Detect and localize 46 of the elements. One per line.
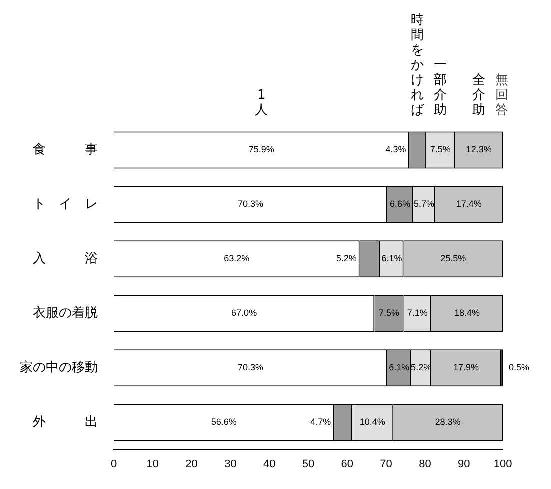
x-tick-label: 80 (419, 458, 432, 470)
y-tick-label: 食 事 (33, 142, 98, 158)
x-tick-label: 40 (263, 458, 276, 470)
data-label: 10.4% (360, 417, 386, 428)
y-tick-label: 入 浴 (33, 252, 98, 267)
data-label: 18.4% (454, 308, 480, 318)
series-label: 全介助 (472, 72, 486, 118)
data-label: 5.2% (336, 254, 357, 264)
x-tick-label: 100 (494, 458, 512, 470)
data-label: 70.3% (238, 362, 264, 373)
data-label: 63.2% (224, 254, 250, 264)
data-label: 70.3% (238, 199, 264, 210)
x-tick-label: 70 (380, 458, 392, 470)
data-label: 56.6% (211, 417, 237, 428)
text: 無回答 (496, 72, 509, 118)
y-tick-label: ト イ レ (33, 197, 98, 212)
series-label: 時間をかければ (411, 12, 426, 118)
x-tick-label: 90 (458, 458, 470, 470)
series-label: 一部介助 (434, 58, 448, 118)
y-tick-label: 外 出 (33, 414, 98, 430)
data-label: 7.5% (430, 144, 451, 155)
data-label: 12.3% (466, 144, 492, 155)
data-label: 6.1% (382, 254, 402, 264)
data-label: 17.4% (456, 199, 482, 210)
x-tick-label: 60 (341, 458, 354, 470)
x-tick-label: 10 (146, 458, 160, 470)
data-label: 6.1% (389, 362, 410, 373)
series-label: 1人 (255, 88, 268, 118)
y-tick-label: 家の中の移動 (20, 359, 98, 376)
data-label: 7.1% (407, 308, 428, 318)
y-tick-label: 衣服の着脱 (33, 305, 98, 322)
data-label: 4.7% (310, 417, 332, 428)
data-label: 17.9% (453, 362, 480, 373)
x-tick-label: 50 (302, 458, 315, 470)
data-label: 7.5% (378, 308, 400, 318)
data-label: 75.9% (248, 144, 274, 155)
data-label: 25.5% (440, 254, 466, 264)
data-label: 67.0% (232, 308, 258, 318)
x-tick-label: 20 (186, 458, 198, 470)
data-label: 4.3% (386, 144, 406, 155)
x-tick-label: 0 (110, 458, 118, 470)
x-tick-label: 30 (224, 458, 237, 470)
data-label: 28.3% (435, 417, 461, 428)
data-label: 6.6% (390, 199, 411, 210)
data-label: 5.7% (414, 199, 434, 210)
data-label: 0.5% (509, 362, 530, 373)
